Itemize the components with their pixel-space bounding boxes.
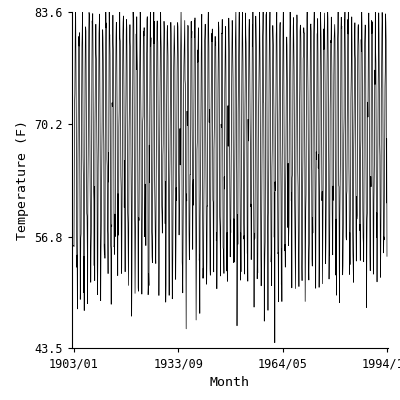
X-axis label: Month: Month: [210, 376, 250, 388]
Y-axis label: Temperature (F): Temperature (F): [16, 120, 29, 240]
